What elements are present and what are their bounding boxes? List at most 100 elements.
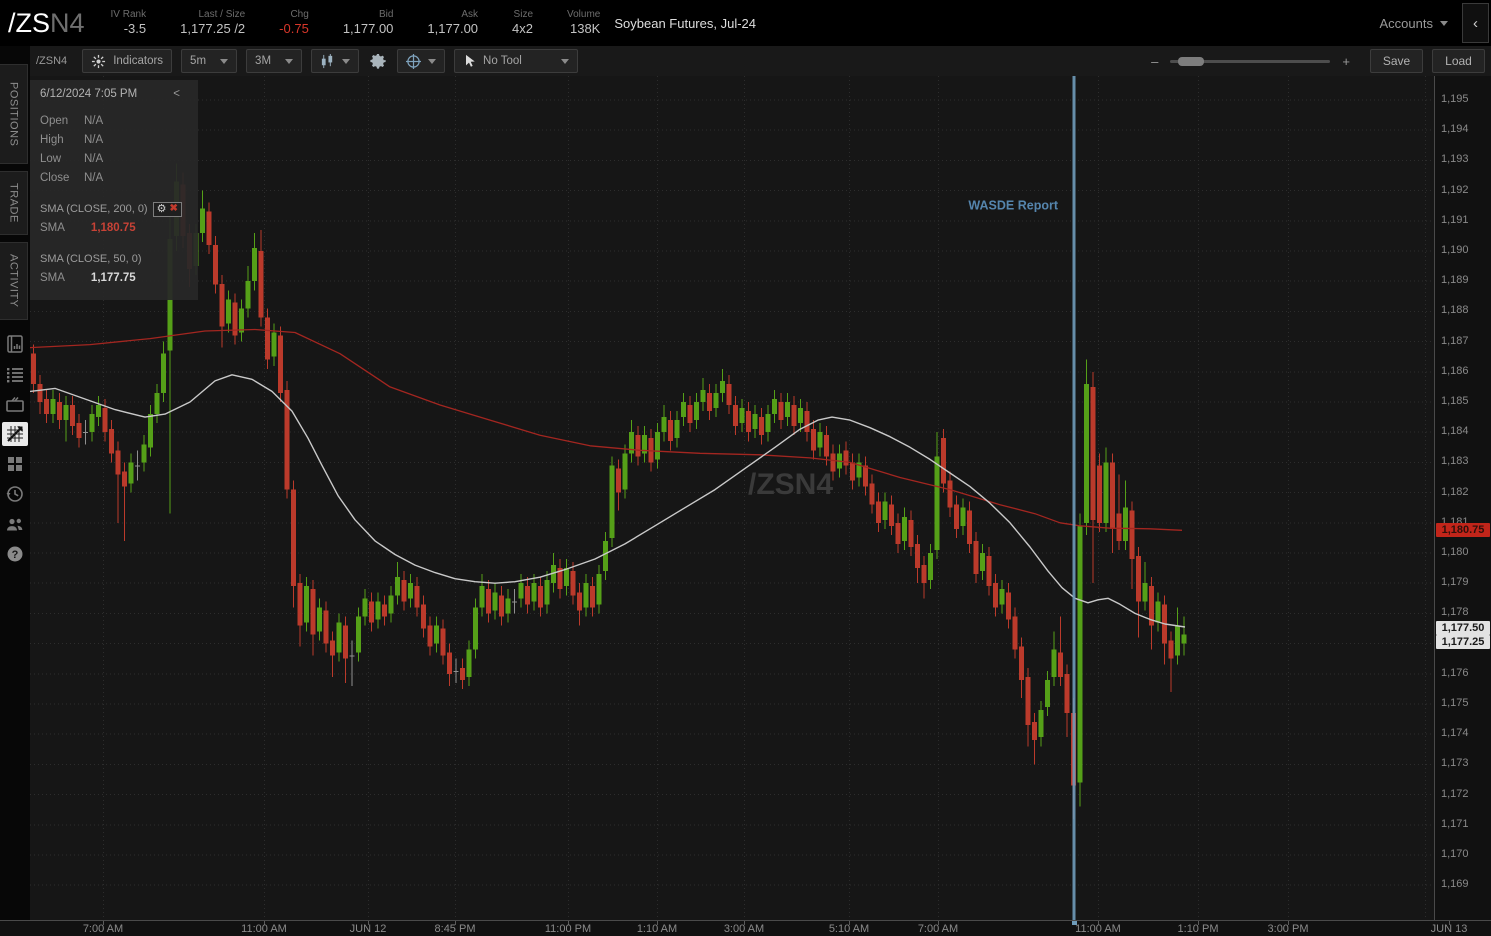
svg-text:?: ? (12, 549, 19, 561)
sidebar-tab-activity[interactable]: ACTIVITY (0, 242, 28, 320)
watchlist-icon (7, 368, 23, 383)
help-icon: ? (7, 546, 23, 562)
price-tick-label: 1,187 (1441, 335, 1469, 347)
info-panel-collapse-button[interactable]: < (173, 88, 180, 100)
sidebar-tv-icon[interactable] (2, 392, 28, 416)
chart-toolbar: /ZSN4 Indicators 5m 3M (30, 46, 1491, 76)
stat-last-size: Last / Size 1,177.25 /2 (180, 9, 246, 36)
sidebar-chart-icon[interactable] (2, 422, 28, 446)
time-axis[interactable]: 7:00 AM 11:00 AM JUN 12 8:45 PM 11:00 PM 1:10… (0, 920, 1491, 936)
time-tick (849, 921, 850, 925)
time-tick (657, 921, 658, 925)
price-tick-label: 1,192 (1441, 184, 1469, 196)
journal-icon (7, 335, 23, 353)
price-tick-label: 1,178 (1441, 606, 1469, 618)
zoom-out-button[interactable]: – (1151, 53, 1159, 69)
candlestick-type-icon (321, 53, 333, 68)
collapse-panel-button[interactable]: ‹ (1462, 3, 1489, 43)
sidebar-watchlist-icon[interactable] (2, 362, 28, 386)
toolbar-symbol-label: /ZSN4 (36, 55, 68, 67)
time-tick (938, 921, 939, 925)
time-tick-label: 1:10 AM (636, 923, 678, 935)
accounts-label: Accounts (1379, 15, 1433, 31)
crosshair-datetime: 6/12/2024 7:05 PM (40, 88, 138, 100)
price-tick-label: 1,171 (1441, 818, 1469, 830)
event-annotation-label: WASDE Report (968, 199, 1058, 213)
indicator-settings-icon[interactable]: ⚙ (156, 202, 167, 215)
range-dropdown[interactable]: 3M (246, 49, 303, 73)
price-tick-label: 1,183 (1441, 455, 1469, 467)
stat-chg: Chg -0.75 (279, 9, 309, 36)
sidebar-help-icon[interactable]: ? (2, 542, 28, 566)
price-tick-label: 1,188 (1441, 304, 1469, 316)
time-tick-label: 3:00 PM (1267, 923, 1309, 935)
range-value: 3M (255, 55, 272, 67)
chart-settings-button[interactable] (368, 49, 388, 73)
price-tick-label: 1,195 (1441, 93, 1469, 105)
price-tick-label: 1,179 (1441, 576, 1469, 588)
time-tick (1198, 921, 1199, 925)
save-button[interactable]: Save (1370, 49, 1423, 73)
price-tick-label: 1,180 (1441, 546, 1469, 558)
gear-icon (370, 54, 386, 69)
price-tick-label: 1,173 (1441, 757, 1469, 769)
zoom-slider[interactable] (1170, 56, 1331, 66)
stat-iv-rank: IV Rank -3.5 (110, 9, 147, 36)
symbol-title: /ZSN4 (0, 8, 85, 39)
time-tick-label: JUN 12 (349, 923, 387, 935)
zoom-in-button[interactable]: + (1342, 53, 1350, 69)
sidebar-tab-positions[interactable]: POSITIONS (0, 64, 28, 164)
crosshair-dropdown[interactable] (397, 49, 446, 73)
indicator-value-row-0: SMA 1,180.75 (40, 222, 136, 234)
quote-stats: IV Rank -3.5 Last / Size 1,177.25 /2 Chg -0.7… (111, 9, 601, 37)
chart-icon (7, 426, 23, 442)
price-tick-label: 1,184 (1441, 425, 1469, 437)
time-tick-label: JUN 13 (1430, 923, 1468, 935)
price-tick-label: 1,176 (1441, 667, 1469, 679)
symbol-root: /ZS (8, 7, 51, 38)
ohlc-row-open: Open N/A (40, 115, 104, 127)
sidebar-users-icon[interactable] (2, 512, 28, 536)
chevron-down-icon (428, 58, 437, 64)
cursor-icon (466, 54, 475, 67)
users-icon (7, 518, 23, 531)
price-tick-label: 1,189 (1441, 274, 1469, 286)
crosshair-icon (406, 53, 422, 69)
price-tick-label: 1,194 (1441, 123, 1469, 135)
drawing-tool-value: No Tool (483, 55, 522, 67)
indicators-button-label: Indicators (113, 55, 164, 67)
indicator-title-1: SMA (CLOSE, 50, 0) (40, 253, 142, 265)
price-axis[interactable]: 1,195 1,194 1,193 1,192 1,191 1,190 1,189 1,188… (1434, 76, 1491, 936)
sidebar-tab-trade[interactable]: TRADE (0, 171, 28, 235)
timeframe-dropdown[interactable]: 5m (181, 49, 238, 73)
ohlc-row-low: Low N/A (40, 153, 104, 165)
history-icon (6, 486, 23, 502)
time-tick (368, 921, 369, 925)
axis-price-tag: 1,177.25 (1436, 635, 1490, 649)
indicator-value-row-1: SMA 1,177.75 (40, 272, 136, 284)
sidebar-journal-icon[interactable] (2, 332, 28, 356)
chart-info-panel: 6/12/2024 7:05 PM < Open N/A High N/A Low N/A… (30, 80, 198, 300)
axis-price-tag: 1,177.50 (1436, 621, 1490, 635)
price-tick-label: 1,193 (1441, 153, 1469, 165)
load-button[interactable]: Load (1432, 49, 1485, 73)
stat-size: Size 4x2 (512, 9, 533, 36)
drawing-tool-dropdown[interactable]: No Tool (454, 49, 579, 73)
indicators-burst-icon (92, 54, 106, 68)
indicator-remove-icon[interactable]: ✖ (169, 203, 178, 214)
time-tick-label: 11:00 PM (544, 923, 592, 935)
sidebar-grid-icon[interactable] (2, 452, 28, 476)
chevron-down-icon (342, 58, 351, 64)
chart-type-dropdown[interactable] (311, 49, 360, 73)
chart-area[interactable]: /ZSN4 WASDE Report 6/12/2024 7:05 PM < Op… (30, 76, 1434, 920)
accounts-menu[interactable]: Accounts (1380, 16, 1448, 31)
zoom-slider-handle[interactable] (1178, 56, 1205, 66)
sidebar-history-icon[interactable] (2, 482, 28, 506)
indicators-button[interactable]: Indicators (82, 49, 173, 73)
price-tick-label: 1,174 (1441, 727, 1469, 739)
time-tick (1098, 921, 1099, 925)
candlestick-chart[interactable]: /ZSN4 WASDE Report (30, 76, 1434, 920)
price-tick-label: 1,186 (1441, 365, 1469, 377)
price-tick-label: 1,172 (1441, 788, 1469, 800)
time-tick-label: 5:10 AM (828, 923, 870, 935)
